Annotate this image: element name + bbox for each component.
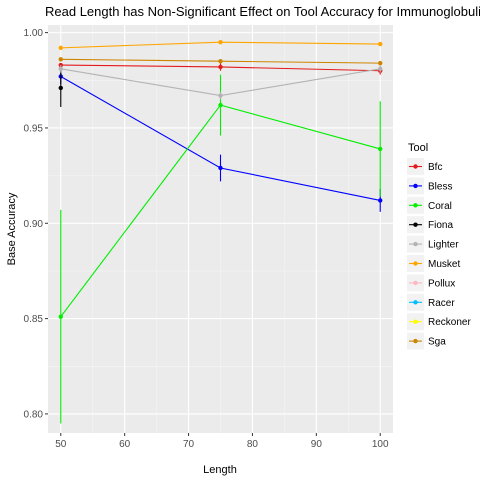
legend-label: Bfc bbox=[428, 162, 442, 173]
legend-key-point bbox=[413, 338, 418, 344]
y-axis-title: Base Accuracy bbox=[6, 192, 18, 265]
x-tick-label: 60 bbox=[119, 439, 131, 450]
legend-key-point bbox=[413, 241, 418, 247]
data-point bbox=[218, 64, 223, 70]
series-sga bbox=[58, 57, 383, 66]
data-point bbox=[378, 198, 383, 203]
legend-item-pollux: Pollux bbox=[407, 274, 455, 292]
data-point bbox=[378, 60, 383, 66]
x-tick-label: 100 bbox=[372, 439, 389, 450]
legend-key-point bbox=[413, 164, 418, 169]
x-tick-label: 80 bbox=[247, 439, 259, 450]
data-point bbox=[218, 39, 223, 45]
data-point bbox=[378, 146, 383, 152]
data-point bbox=[58, 57, 63, 62]
legend-label: Reckoner bbox=[428, 317, 471, 328]
y-tick-label: 0.85 bbox=[24, 314, 44, 325]
legend-title: Tool bbox=[408, 142, 428, 154]
legend-label: Musket bbox=[428, 259, 460, 270]
legend-item-coral: Coral bbox=[407, 196, 452, 214]
legend-key-point bbox=[413, 222, 418, 227]
series-musket bbox=[58, 39, 383, 51]
x-tick-label: 90 bbox=[311, 439, 323, 450]
data-point bbox=[58, 66, 63, 72]
legend-label: Lighter bbox=[428, 240, 459, 251]
x-tick-label: 50 bbox=[55, 439, 67, 450]
y-tick-label: 0.95 bbox=[24, 123, 44, 134]
legend-label: Pollux bbox=[428, 278, 455, 289]
chart-title: Read Length has Non-Significant Effect o… bbox=[45, 4, 480, 19]
y-tick-label: 0.90 bbox=[24, 219, 44, 230]
legend-label: Sga bbox=[428, 337, 446, 348]
legend-item-fiona: Fiona bbox=[407, 216, 453, 234]
legend-key-point bbox=[413, 203, 418, 208]
y-tick-label: 1.00 bbox=[24, 28, 44, 39]
legend: Tool Bfc Bless Coral Fiona Lighter Musket Poll… bbox=[407, 142, 471, 350]
legend-item-racer: Racer bbox=[407, 293, 455, 311]
legend-key-point bbox=[413, 261, 418, 266]
x-tick-label: 70 bbox=[183, 439, 195, 450]
legend-item-reckoner: Reckoner bbox=[407, 313, 471, 331]
series-layer bbox=[58, 39, 383, 424]
data-point bbox=[58, 314, 63, 319]
series-coral bbox=[58, 74, 383, 424]
data-point bbox=[218, 59, 223, 64]
legend-key-point bbox=[413, 300, 418, 305]
series-lighter bbox=[58, 65, 383, 100]
data-point bbox=[378, 41, 383, 47]
legend-item-musket: Musket bbox=[407, 255, 460, 272]
data-point bbox=[58, 85, 63, 91]
x-axis-title: Length bbox=[203, 464, 237, 476]
legend-item-bless: Bless bbox=[407, 177, 452, 195]
legend-item-bfc: Bfc bbox=[407, 158, 442, 175]
legend-item-sga: Sga bbox=[407, 332, 446, 350]
data-point bbox=[378, 66, 383, 72]
legend-key-point bbox=[413, 183, 418, 189]
legend-label: Fiona bbox=[428, 220, 453, 231]
x-axis: 50 60 70 80 90 100 bbox=[55, 433, 389, 450]
legend-label: Racer bbox=[428, 298, 455, 309]
legend-key-point bbox=[413, 319, 418, 324]
data-point bbox=[218, 102, 223, 108]
legend-item-lighter: Lighter bbox=[407, 235, 459, 253]
legend-label: Bless bbox=[428, 181, 452, 192]
y-tick-label: 0.80 bbox=[24, 409, 44, 420]
data-point bbox=[58, 45, 63, 51]
data-point bbox=[218, 165, 223, 171]
series-fiona bbox=[58, 68, 63, 107]
legend-key-point bbox=[413, 280, 418, 286]
y-axis: 0.80 0.85 0.90 0.95 1.00 bbox=[24, 28, 48, 420]
data-point bbox=[218, 93, 223, 98]
legend-label: Coral bbox=[428, 201, 452, 212]
